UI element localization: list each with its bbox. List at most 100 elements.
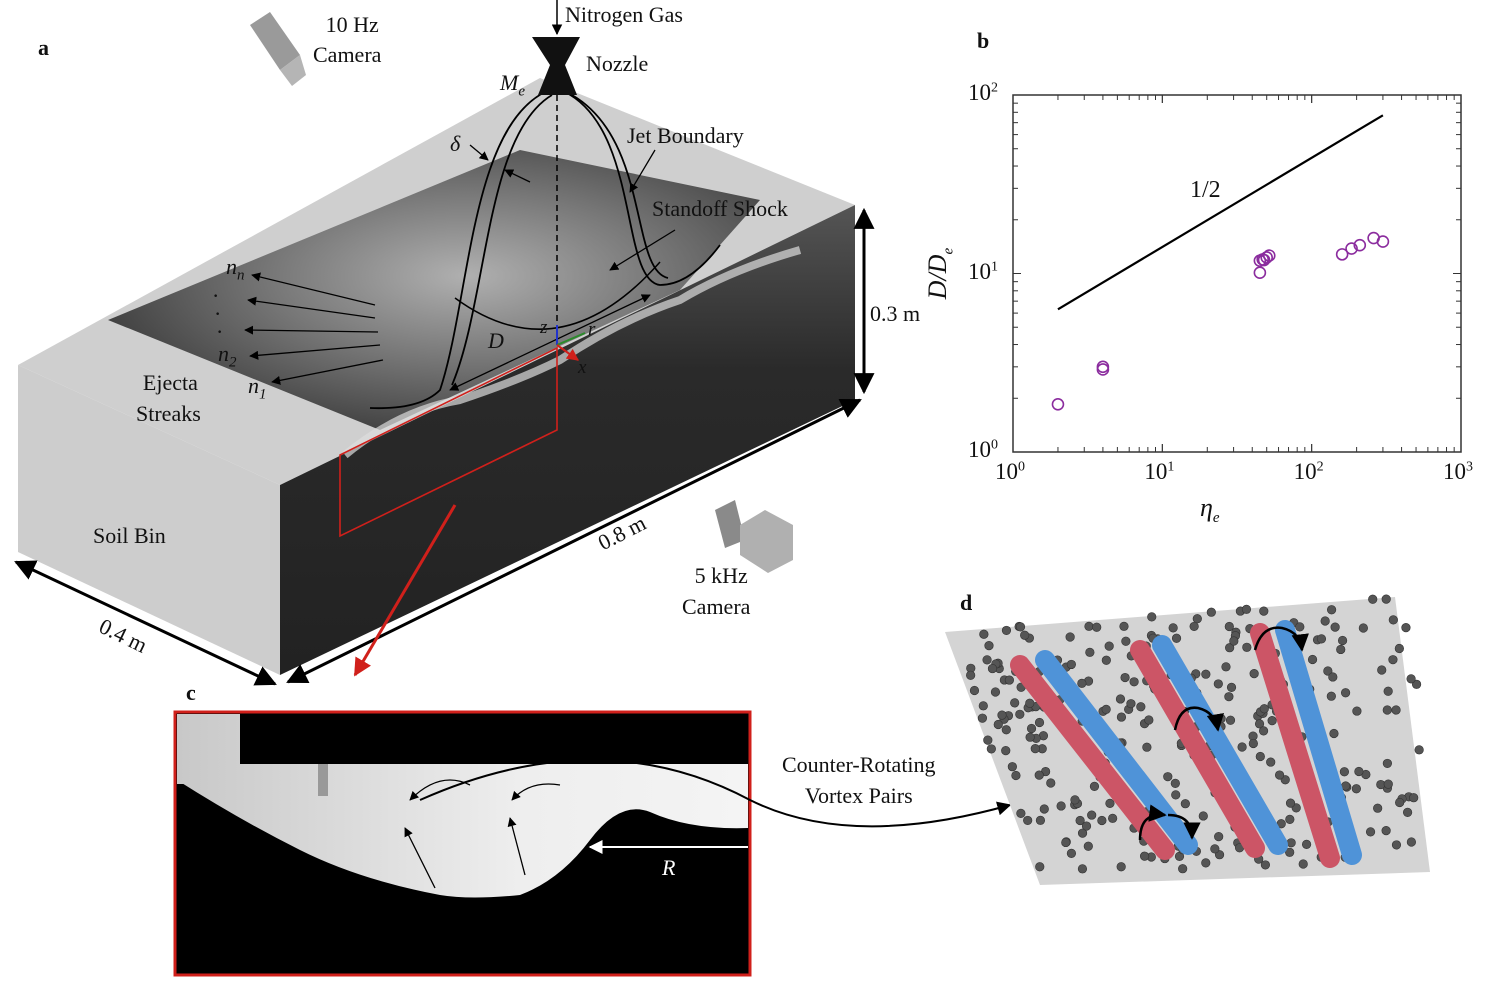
particle <box>1083 841 1093 851</box>
particle <box>1180 799 1190 809</box>
data-point <box>1262 249 1276 262</box>
chart-ylabel: D/De <box>923 248 956 299</box>
ejecta-streaks-label: Ejecta Streaks <box>136 372 201 425</box>
standoff-shock-label: Standoff Shock <box>652 196 788 221</box>
particle <box>1237 742 1247 752</box>
camera-10hz-label: 10 Hz Camera <box>313 12 381 66</box>
particle <box>1056 801 1066 811</box>
ejecta-line2: Streaks <box>136 401 201 426</box>
particle <box>1070 795 1080 805</box>
tick-exponent: 2 <box>1316 459 1324 475</box>
particle <box>1286 838 1296 848</box>
camera-5khz-icon <box>715 500 793 573</box>
particle <box>1224 621 1234 632</box>
particle <box>1406 837 1416 847</box>
highlight-region <box>339 346 558 538</box>
tick-base: 10 <box>995 459 1018 484</box>
x-tick-label: 102 <box>1294 460 1324 483</box>
particle <box>1255 751 1265 762</box>
particle <box>1097 815 1107 826</box>
chart-b <box>1012 94 1462 453</box>
particle <box>1226 682 1237 692</box>
particle <box>1168 623 1178 633</box>
reference-slope-line <box>1057 114 1384 311</box>
tick-exponent: 3 <box>1466 459 1473 475</box>
particle <box>1274 770 1285 780</box>
crvp-line1: Counter-Rotating <box>782 752 936 777</box>
camera-10hz-line1: 10 Hz <box>325 12 379 37</box>
particle <box>1105 798 1115 808</box>
particle <box>1373 803 1383 813</box>
particle <box>1066 659 1076 670</box>
particle <box>1010 698 1020 708</box>
particle <box>1336 644 1346 655</box>
particle <box>1026 723 1037 734</box>
particle <box>1339 767 1349 777</box>
streak-2-label: n2 <box>218 343 237 370</box>
particle <box>1406 674 1416 684</box>
particle <box>1120 672 1130 683</box>
tick-base: 10 <box>1293 459 1317 484</box>
particle <box>1259 606 1269 616</box>
particle <box>1016 808 1026 818</box>
ellipsis-dot-1: · <box>212 283 220 308</box>
particle <box>1330 622 1340 632</box>
panel-label-a: a <box>38 35 49 60</box>
particle <box>1316 634 1327 644</box>
particle <box>1087 810 1097 820</box>
particle <box>1142 742 1152 752</box>
data-point <box>1345 242 1358 255</box>
particle <box>1414 745 1424 755</box>
particle <box>1323 666 1333 676</box>
particle <box>983 735 993 745</box>
data-point <box>1051 398 1065 411</box>
nitrogen-gas-label: Nitrogen Gas <box>565 2 683 27</box>
particle <box>1001 746 1011 756</box>
xlabel-symbol: η <box>1200 493 1213 522</box>
particle <box>1254 719 1265 729</box>
particle <box>1061 837 1071 848</box>
particle <box>1119 621 1129 631</box>
r-axis-label: r <box>588 319 596 340</box>
particle <box>1229 636 1239 646</box>
particle <box>977 713 988 723</box>
particle <box>1337 635 1348 646</box>
particle <box>1065 632 1075 642</box>
tick-exponent: 1 <box>991 258 998 274</box>
streak-1-symbol: n <box>248 373 259 398</box>
particle <box>1225 643 1235 653</box>
panel-label-b: b <box>977 28 990 53</box>
particle <box>1368 594 1378 604</box>
y-tick-label: 101 <box>968 258 998 284</box>
particle <box>1126 699 1136 709</box>
particle <box>1198 811 1208 821</box>
particle <box>1178 864 1188 874</box>
particle <box>1307 654 1318 665</box>
particle <box>1285 798 1296 808</box>
particle <box>969 685 980 696</box>
x-tick-label: 101 <box>1144 460 1174 483</box>
particle <box>1326 605 1337 615</box>
particle <box>1004 675 1014 685</box>
x-axis <box>556 344 579 361</box>
particle <box>1116 712 1127 722</box>
camera-10hz-line2: Camera <box>313 42 382 67</box>
tick-base: 10 <box>968 437 991 462</box>
x-tick-label: 100 <box>995 460 1025 483</box>
particle <box>1266 757 1276 767</box>
particle <box>1066 848 1077 858</box>
particle <box>1377 665 1387 675</box>
particle <box>1329 728 1339 739</box>
particle <box>997 710 1007 720</box>
particle <box>1001 625 1012 636</box>
tick-base: 10 <box>968 258 991 284</box>
panel-c-image <box>175 712 750 975</box>
tick-exponent: 0 <box>991 437 998 453</box>
particle <box>1354 766 1364 777</box>
camera-5khz-line2: Camera <box>682 594 751 619</box>
particle <box>990 687 1001 697</box>
particle <box>1285 847 1295 857</box>
r-axis <box>556 332 586 346</box>
particle <box>1077 828 1088 838</box>
streak-1-label: n1 <box>248 375 267 402</box>
